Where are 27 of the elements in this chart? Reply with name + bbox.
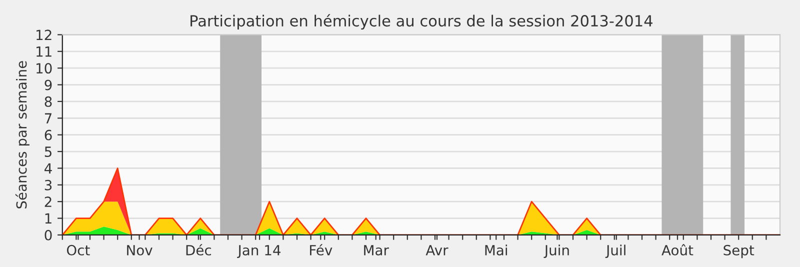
- x-tick-label: Mar: [364, 245, 389, 256]
- chart-title: Participation en hémicycle au cours de la session 2013-2014: [190, 14, 652, 30]
- y-tick-label: 1: [45, 213, 52, 224]
- x-tick-label: Juil: [605, 244, 626, 258]
- x-tick-label: Nov: [127, 245, 152, 256]
- y-tick-label: 6: [44, 130, 52, 140]
- y-tick-label: 8: [44, 96, 52, 107]
- x-tick-label: Avr: [426, 245, 448, 256]
- y-tick-label: 11: [36, 46, 52, 57]
- y-tick-label: 7: [44, 113, 52, 124]
- y-tick-label: 9: [44, 80, 52, 90]
- y-tick-label: 3: [44, 180, 52, 190]
- y-tick-label: 2: [44, 196, 52, 207]
- x-tick-label: Déc: [186, 244, 212, 256]
- y-tick-label: 12: [36, 30, 52, 40]
- x-tick-label: Juin: [544, 244, 569, 258]
- x-tick-label: Sept: [724, 244, 754, 258]
- x-tick-label: Août: [662, 244, 694, 256]
- y-tick-label: 4: [44, 163, 52, 174]
- y-tick-label: 10: [36, 63, 52, 74]
- y-tick-label: 0: [44, 230, 52, 240]
- y-tick-label: 5: [44, 146, 52, 157]
- x-tick-label: Jan 14: [237, 245, 281, 258]
- x-tick-label: Fév: [310, 244, 332, 256]
- x-tick-label: Mai: [485, 244, 507, 256]
- y-axis-title: Séances par semaine: [15, 61, 30, 208]
- x-tick-label: Oct: [66, 244, 90, 256]
